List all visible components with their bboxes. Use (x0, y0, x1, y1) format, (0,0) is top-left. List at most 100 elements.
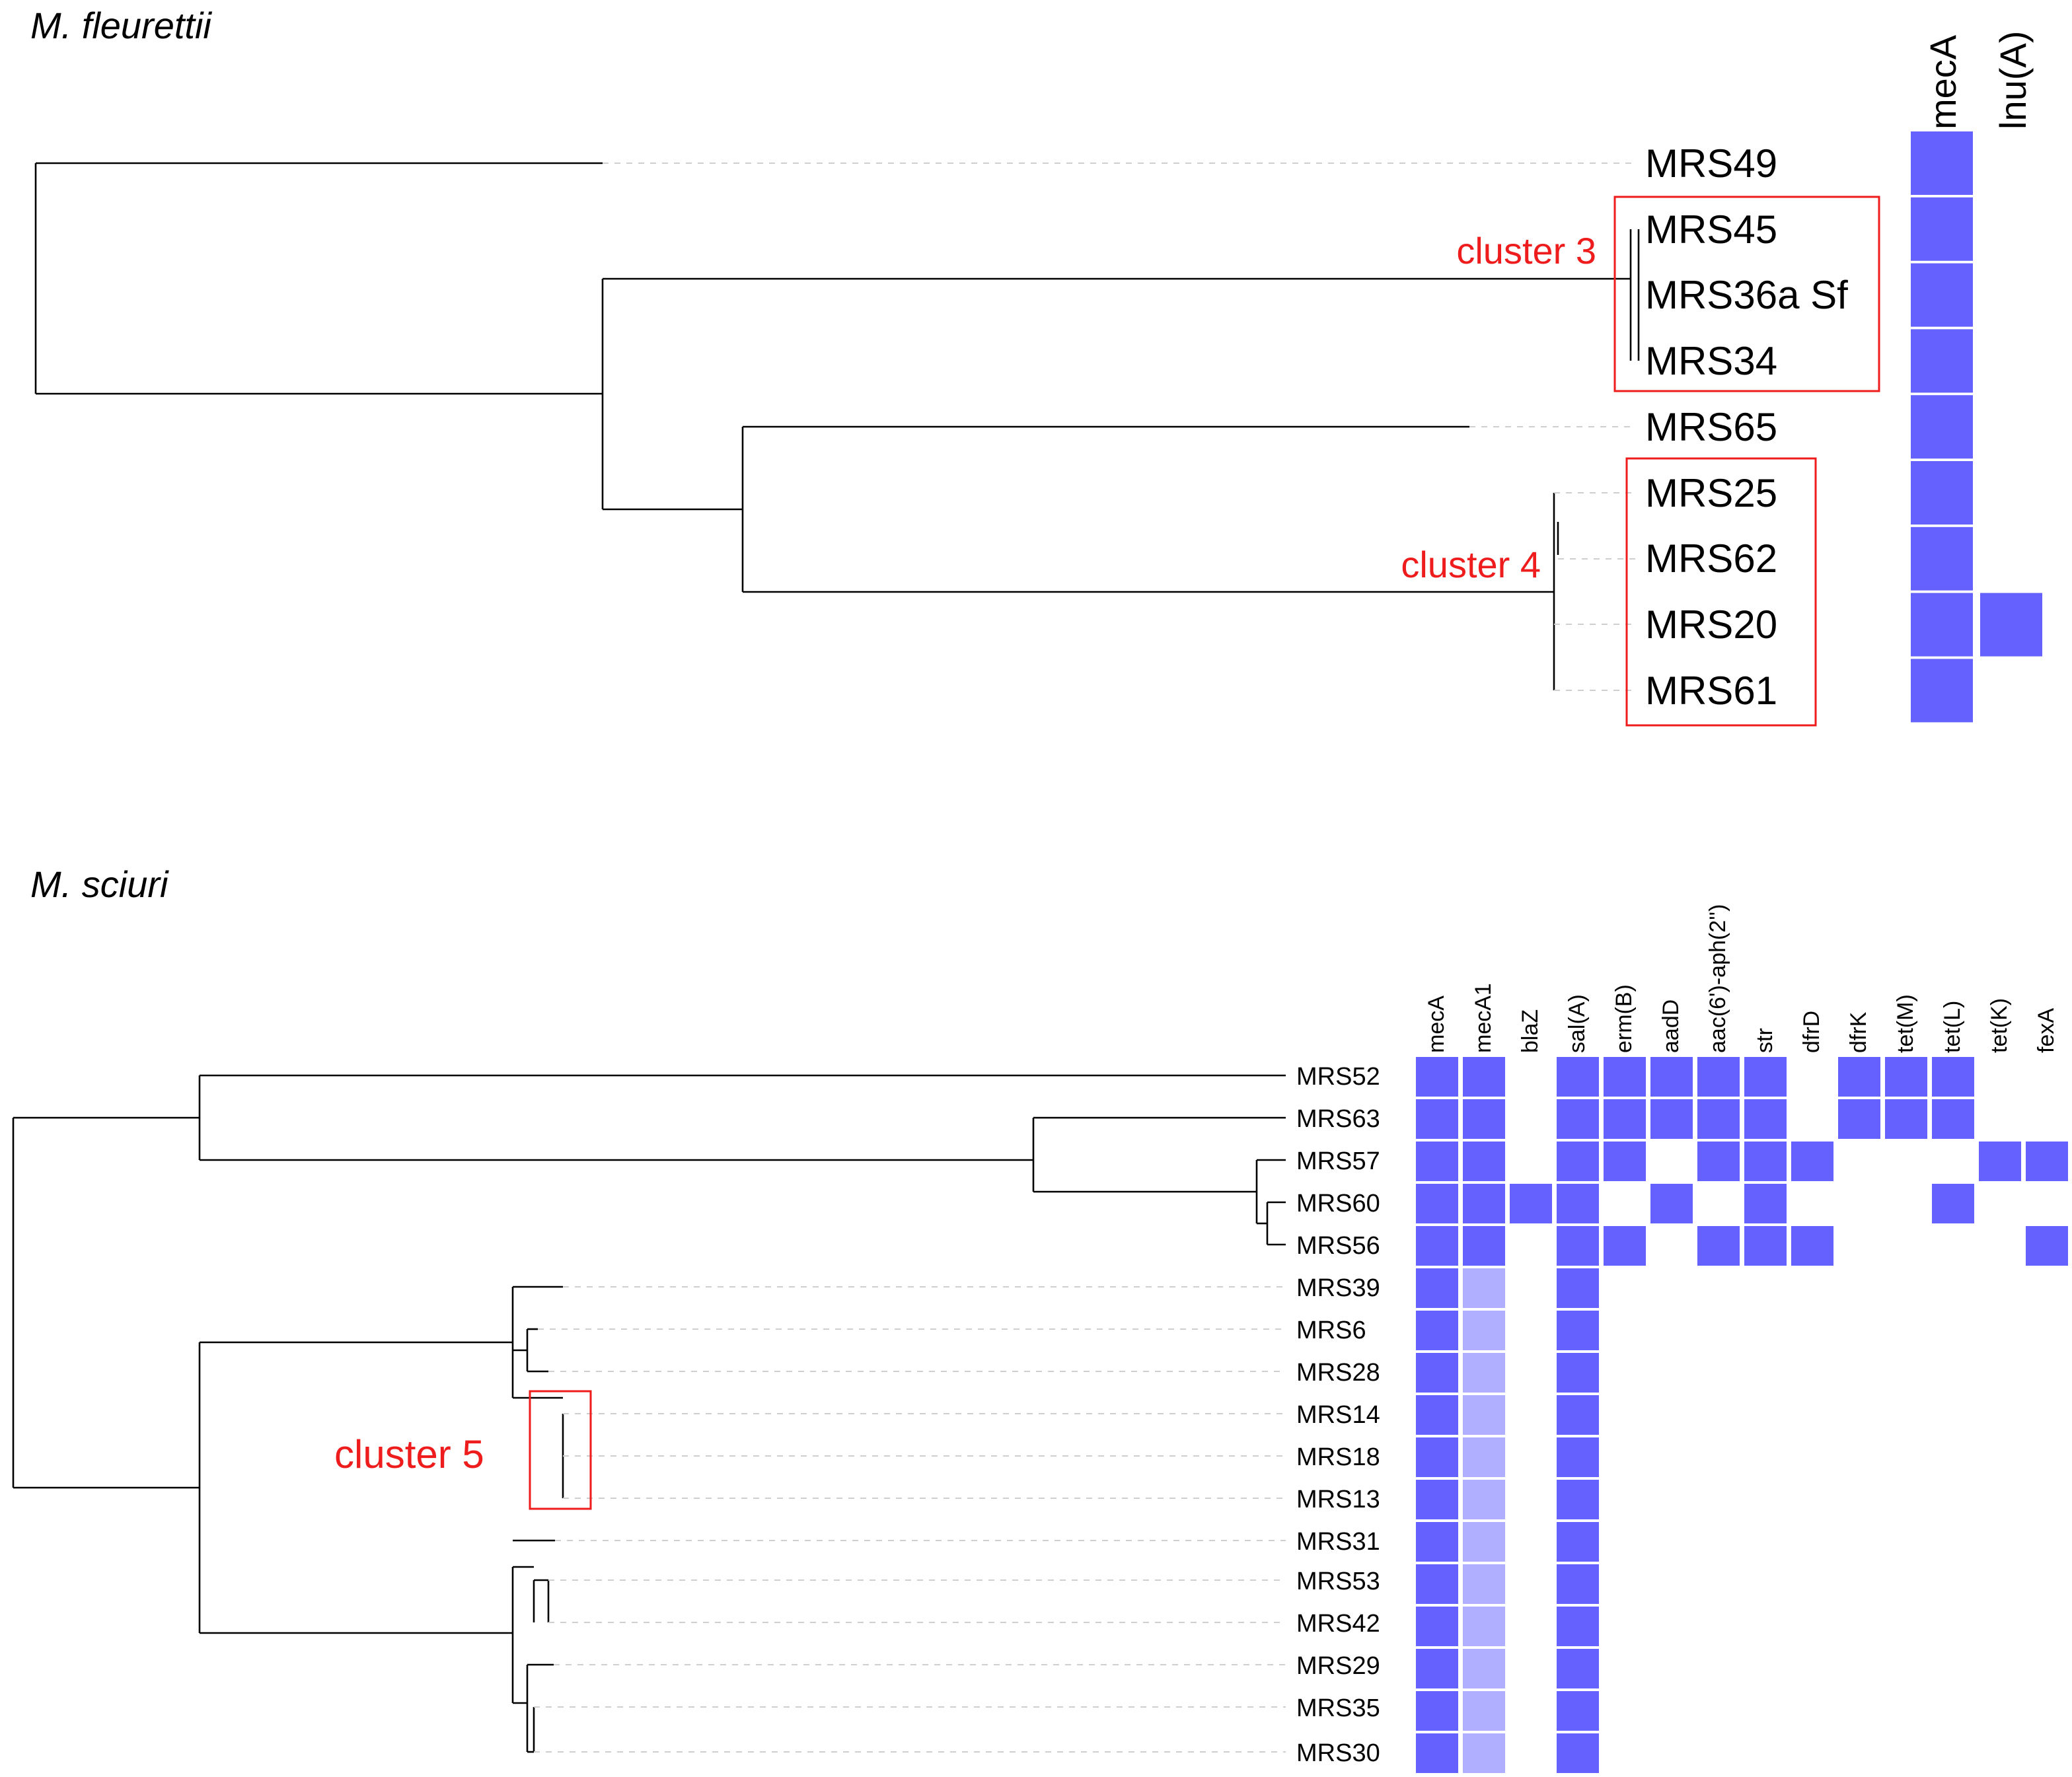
leaf-label: MRS31 (1296, 1528, 1380, 1556)
gene-label: fexA (2034, 1008, 2059, 1053)
gene-label: tet(L) (1940, 1001, 1965, 1053)
leaf-label: MRS57 (1296, 1147, 1380, 1175)
gene-presence-cell (1885, 1099, 1927, 1139)
cluster-box (1613, 196, 1880, 392)
gene-presence-cell (1650, 1184, 1693, 1223)
gene-presence-cell (1697, 1226, 1740, 1266)
gene-presence-cell (1557, 1733, 1599, 1773)
gene-presence-cell (1911, 263, 1973, 327)
gene-label: str (1752, 1028, 1777, 1053)
fleurettii-panel: M. fleurettii MRS49 MRS45 MRS36a (30, 5, 2042, 727)
sciuri-gene-labels: mecA mecA1 blaZ sal(A) erm(B) aadD aac(6… (1424, 904, 2059, 1053)
gene-presence-cell (1911, 131, 1973, 195)
gene-presence-cell (1416, 1311, 1458, 1350)
gene-presence-cell (1463, 1395, 1505, 1435)
gene-label: aac(6')-aph(2'') (1705, 904, 1730, 1053)
gene-presence-cell (1744, 1184, 1787, 1223)
gene-presence-cell (1838, 1057, 1880, 1097)
gene-presence-cell (1416, 1522, 1458, 1562)
gene-presence-cell (1416, 1480, 1458, 1519)
gene-presence-cell (1510, 1184, 1552, 1223)
gene-presence-cell (1416, 1268, 1458, 1308)
gene-label: dfrD (1799, 1011, 1824, 1053)
fleurettii-gene-heatmap (1911, 131, 2042, 723)
leaf-label: MRS34 (1645, 339, 1777, 383)
sciuri-leaf-labels: MRS52 MRS63 MRS57 MRS60 MRS56 MRS39 MRS6… (1296, 1063, 1380, 1767)
gene-presence-cell (1416, 1437, 1458, 1477)
gene-label: dfrK (1846, 1011, 1871, 1053)
leaf-label: MRS65 (1645, 405, 1777, 449)
gene-presence-cell (1911, 461, 1973, 525)
gene-presence-cell (1463, 1226, 1505, 1266)
leaf-label: MRS29 (1296, 1652, 1380, 1680)
gene-presence-cell (1416, 1353, 1458, 1393)
gene-label: tet(K) (1987, 998, 2012, 1053)
leaf-label: MRS42 (1296, 1610, 1380, 1638)
gene-presence-cell (1416, 1607, 1458, 1646)
gene-presence-cell (1744, 1099, 1787, 1139)
gene-presence-cell (1911, 526, 1973, 591)
gene-presence-cell (1416, 1564, 1458, 1604)
gene-presence-cell (1980, 593, 2042, 657)
gene-presence-cell (1463, 1480, 1505, 1519)
gene-presence-cell (2026, 1142, 2068, 1181)
gene-presence-cell (1557, 1522, 1599, 1562)
fleurettii-gene-labels: mecA lnu(A) (1922, 31, 2034, 129)
sciuri-gene-heatmap (1416, 1057, 2068, 1773)
leaf-label: MRS45 (1645, 207, 1777, 252)
gene-presence-cell (1416, 1184, 1458, 1223)
gene-presence-cell (1557, 1395, 1599, 1435)
gene-label: mecA (1922, 34, 1964, 129)
leaf-label: MRS20 (1645, 602, 1777, 647)
leaf-label: MRS6 (1296, 1317, 1366, 1344)
gene-label: tet(M) (1893, 994, 1918, 1053)
gene-presence-cell (1463, 1733, 1505, 1773)
sciuri-cluster-5: cluster 5 (334, 1390, 592, 1510)
gene-presence-cell (1791, 1142, 1833, 1181)
gene-presence-cell (1557, 1142, 1599, 1181)
gene-presence-cell (1416, 1057, 1458, 1097)
gene-presence-cell (1557, 1564, 1599, 1604)
gene-presence-cell (1463, 1437, 1505, 1477)
gene-presence-cell (1932, 1184, 1974, 1223)
leaf-label: MRS39 (1296, 1274, 1380, 1302)
gene-presence-cell (1911, 593, 1973, 657)
gene-presence-cell (1744, 1226, 1787, 1266)
gene-presence-cell (1463, 1607, 1505, 1646)
gene-presence-cell (1416, 1733, 1458, 1773)
gene-presence-cell (1932, 1099, 1974, 1139)
gene-presence-cell (1463, 1184, 1505, 1223)
leaf-label: MRS62 (1645, 536, 1777, 581)
cluster-label: cluster 3 (1456, 230, 1596, 272)
gene-presence-cell (1463, 1691, 1505, 1731)
cluster-box (529, 1390, 592, 1510)
gene-presence-cell (1557, 1184, 1599, 1223)
fleurettii-tree (34, 162, 1640, 691)
leaf-label: MRS49 (1645, 141, 1777, 186)
sciuri-title: M. sciuri (30, 863, 169, 905)
gene-presence-cell (1463, 1057, 1505, 1097)
leaf-label: MRS28 (1296, 1359, 1380, 1387)
fleurettii-cluster-4: cluster 4 (1401, 457, 1817, 727)
gene-presence-cell (1697, 1057, 1740, 1097)
gene-label: erm(B) (1611, 984, 1637, 1053)
gene-presence-cell (1604, 1099, 1646, 1139)
gene-label: sal(A) (1565, 994, 1590, 1053)
gene-presence-cell (1885, 1057, 1927, 1097)
leaf-label: MRS25 (1645, 471, 1777, 515)
gene-presence-cell (1557, 1268, 1599, 1308)
gene-presence-cell (1979, 1142, 2021, 1181)
gene-presence-cell (1416, 1649, 1458, 1688)
sciuri-panel: M. sciuri (12, 863, 2068, 1773)
leaf-label: MRS63 (1296, 1105, 1380, 1133)
gene-label: lnu(A) (1992, 31, 2034, 129)
gene-presence-cell (1557, 1437, 1599, 1477)
gene-presence-cell (2026, 1226, 2068, 1266)
gene-presence-cell (1650, 1057, 1693, 1097)
gene-presence-cell (1911, 197, 1973, 261)
sciuri-tree (12, 1074, 1286, 1753)
gene-presence-cell (1744, 1057, 1787, 1097)
fleurettii-cluster-3: cluster 3 (1456, 196, 1880, 392)
leaf-label: MRS52 (1296, 1063, 1380, 1091)
gene-presence-cell (1557, 1057, 1599, 1097)
